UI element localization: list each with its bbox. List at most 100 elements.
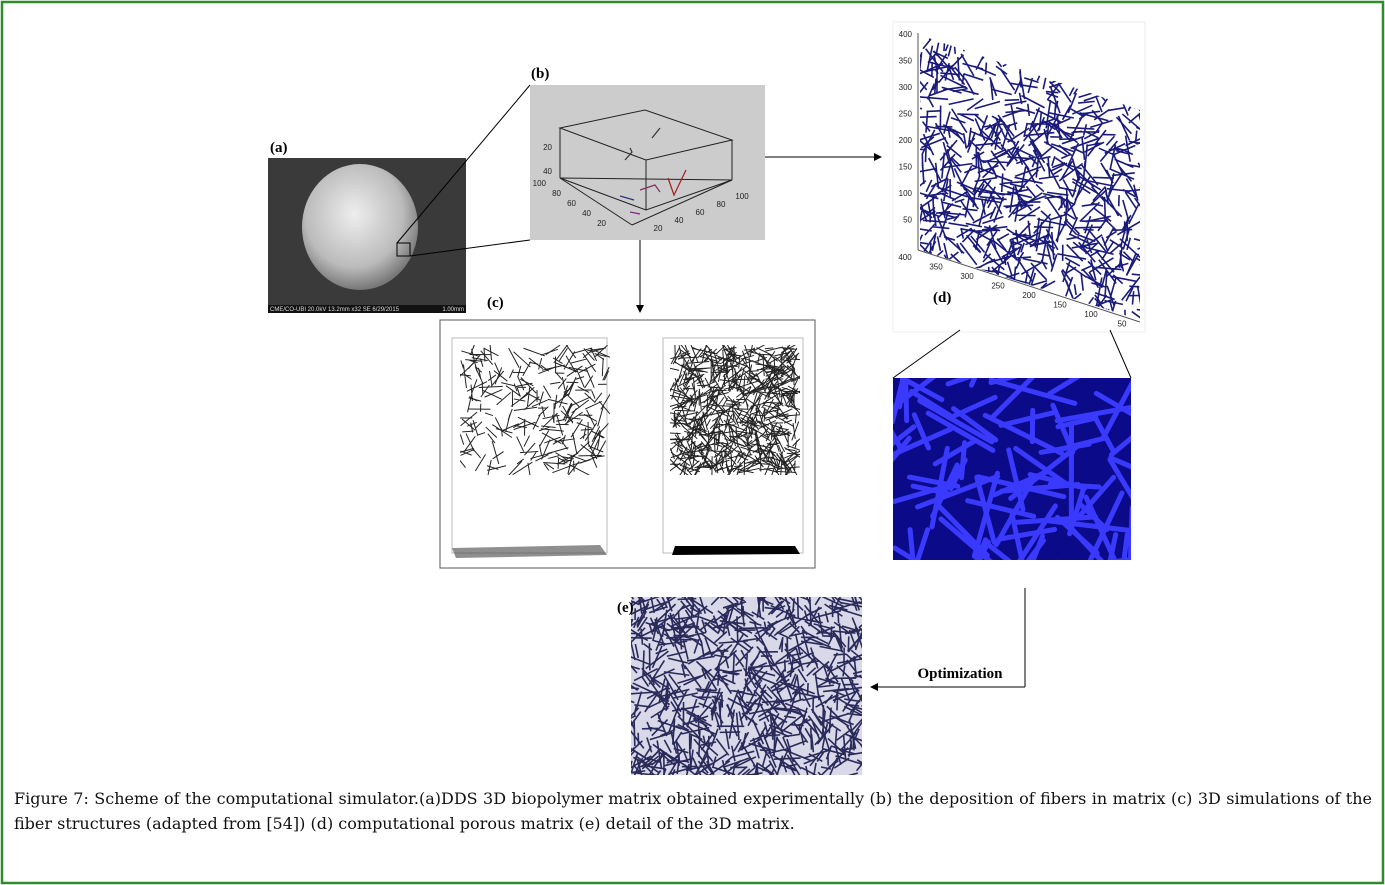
tick-label: 400 <box>899 30 913 39</box>
tick-label: 200 <box>1022 291 1036 300</box>
tick-label: 20 <box>543 143 552 152</box>
fiber <box>1034 227 1053 228</box>
fiber <box>1004 205 1034 206</box>
tick-label: 80 <box>552 189 561 198</box>
tick-label: 250 <box>991 282 1005 291</box>
fiber <box>462 431 473 432</box>
fiber <box>638 777 651 779</box>
zoom-line <box>1110 330 1131 378</box>
fiber <box>1050 484 1099 487</box>
fiber <box>793 598 794 611</box>
fiber <box>626 670 628 681</box>
fiber <box>866 584 872 613</box>
fiber <box>863 734 869 748</box>
fiber <box>740 583 742 597</box>
fiber <box>736 587 752 593</box>
fiber <box>628 590 633 600</box>
fiber <box>1016 257 1031 258</box>
tick-label: 100 <box>899 189 913 198</box>
sem-scale: 1.00mm <box>442 307 464 313</box>
fiber <box>986 63 987 75</box>
fiber <box>919 565 972 568</box>
fiber <box>1019 562 1059 564</box>
tick-label: 80 <box>717 200 726 209</box>
panel-label: (e) <box>617 600 634 616</box>
fiber <box>749 774 756 782</box>
panel-label: (d) <box>933 290 951 306</box>
arrowhead <box>874 153 882 161</box>
fiber <box>884 438 887 516</box>
fiber <box>749 371 759 372</box>
tick-label: 100 <box>735 192 749 201</box>
fiber <box>863 636 876 640</box>
panel-label: (c) <box>487 295 504 311</box>
fiber <box>774 758 801 759</box>
tick-label: 400 <box>898 253 912 262</box>
tick-label: 250 <box>899 110 913 119</box>
fiber <box>690 582 691 599</box>
fiber <box>1005 100 1019 101</box>
fiber <box>926 146 927 162</box>
fiber <box>698 715 699 734</box>
fiber <box>863 667 872 674</box>
fiber <box>706 590 714 597</box>
fiber <box>768 776 785 780</box>
fiber <box>856 587 869 598</box>
fiber <box>772 423 773 439</box>
fiber <box>807 683 808 695</box>
fiber <box>865 615 867 631</box>
tick-label: 100 <box>1084 310 1098 319</box>
arrowhead <box>870 683 878 691</box>
fiber <box>634 720 635 746</box>
fiber <box>1129 508 1132 595</box>
fiber <box>751 775 769 778</box>
tick-label: 350 <box>929 263 943 272</box>
fiber <box>926 111 941 112</box>
fiber <box>722 695 723 708</box>
fiber <box>1075 227 1102 228</box>
fiber <box>623 638 651 639</box>
tick-label: 100 <box>533 179 547 188</box>
fiber <box>578 455 601 456</box>
fiber <box>860 594 874 603</box>
tick-label: 150 <box>899 163 913 172</box>
fiber <box>691 735 692 749</box>
tick-label: 60 <box>567 199 576 208</box>
fiber <box>823 705 824 727</box>
sem-sphere <box>302 164 418 290</box>
fiber <box>623 620 632 644</box>
tick-label: 300 <box>899 83 913 92</box>
tick-label: 50 <box>1118 320 1127 329</box>
tick-label: 300 <box>960 272 974 281</box>
fiber <box>863 768 874 775</box>
fiber <box>643 650 644 675</box>
fiber <box>682 589 698 598</box>
fiber <box>765 457 774 458</box>
arrowhead <box>636 305 644 313</box>
tick-label: 50 <box>903 216 912 225</box>
fiber <box>699 731 700 757</box>
tick-label: 40 <box>543 167 552 176</box>
tick-label: 60 <box>696 208 705 217</box>
tick-label: 40 <box>582 209 591 218</box>
fiber <box>625 728 628 754</box>
sem-info: CME/CO-UBI 20.0kV 13.2mm x32 SE 6/29/201… <box>270 307 400 313</box>
flow-label: Optimization <box>918 666 1004 682</box>
tick-label: 350 <box>899 57 913 66</box>
fiber <box>718 586 726 598</box>
fiber <box>763 777 790 781</box>
tick-label: 20 <box>597 219 606 228</box>
fiber <box>743 606 744 617</box>
fiber <box>772 586 784 595</box>
fiber <box>827 584 830 596</box>
fiber <box>862 689 875 707</box>
zoom-line <box>893 330 960 378</box>
fiber <box>1083 229 1093 230</box>
tick-label: 20 <box>654 224 663 233</box>
fiber <box>726 590 741 591</box>
caption: Figure 7: Scheme of the computational si… <box>14 786 1372 836</box>
plot-b <box>530 85 765 240</box>
fiber <box>863 650 873 651</box>
fiber <box>878 462 889 493</box>
fiber <box>675 342 676 363</box>
